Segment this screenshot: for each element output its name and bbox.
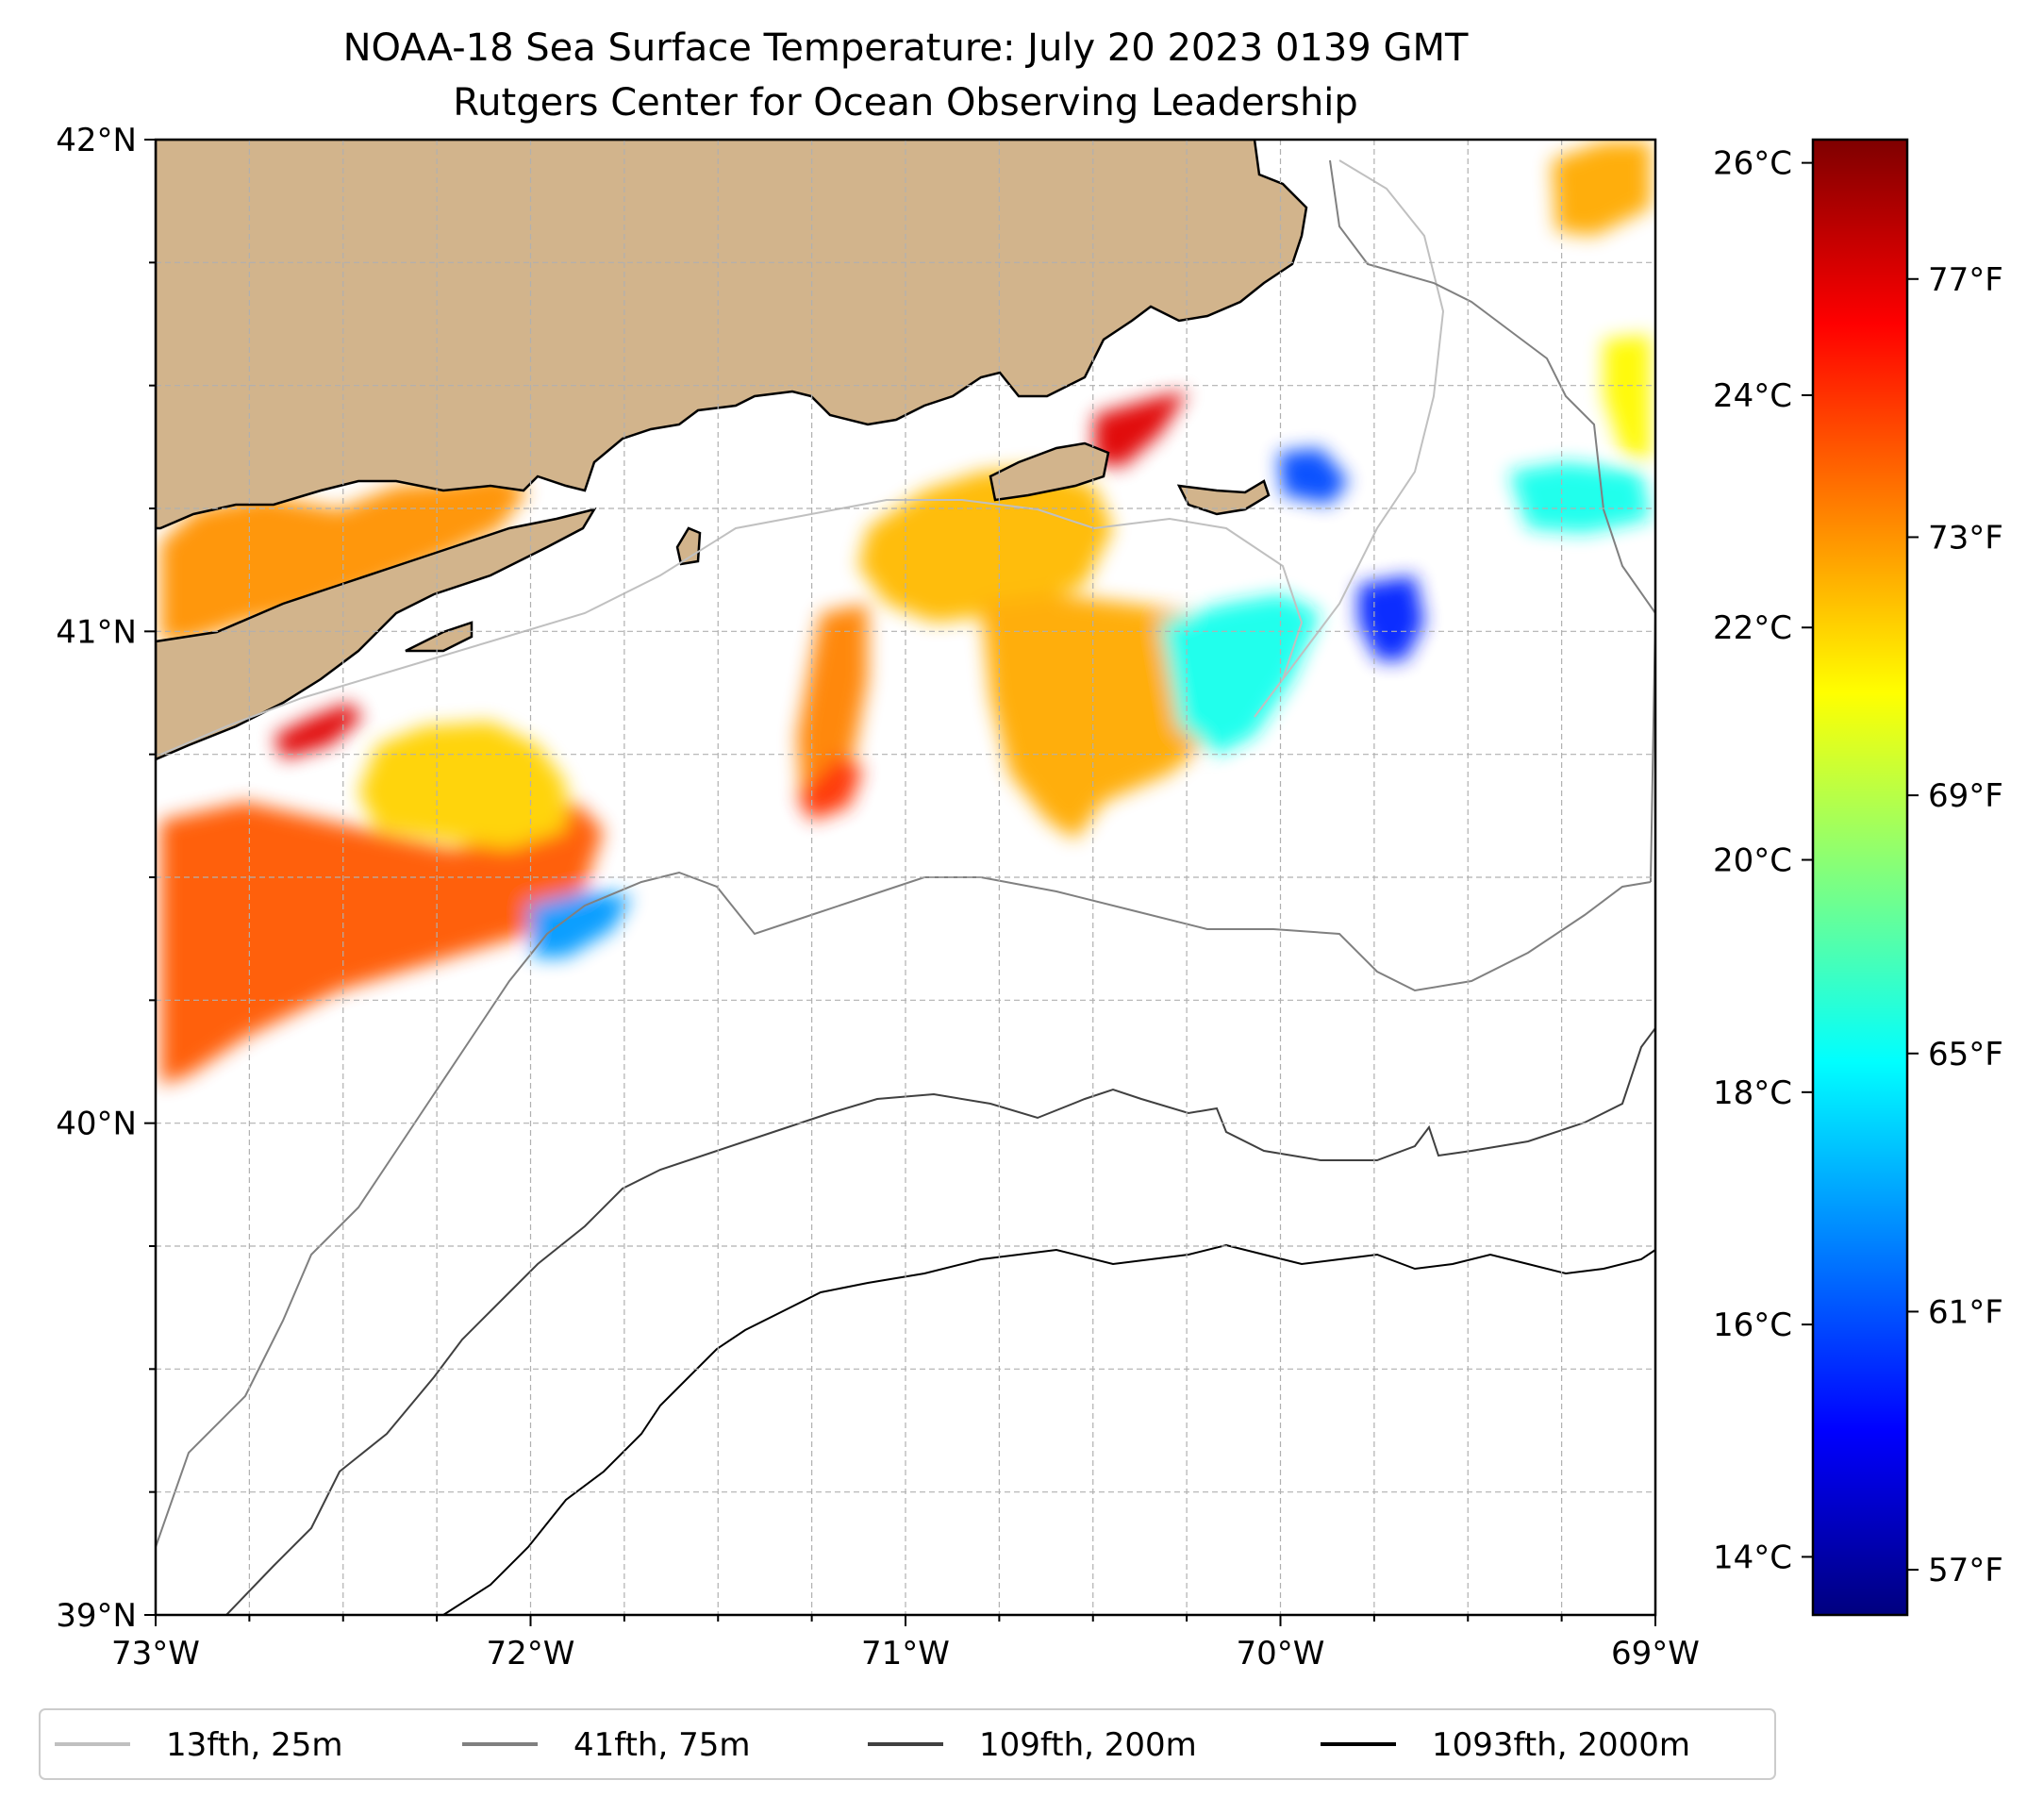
legend-label: 41fth, 75m — [573, 1726, 751, 1764]
title-line-2: Rutgers Center for Ocean Observing Leade… — [453, 81, 1358, 125]
land-new-england — [156, 140, 1308, 530]
fahrenheit-tick-label: 61°F — [1928, 1293, 2003, 1331]
title-line-1: NOAA-18 Sea Surface Temperature: July 20… — [343, 26, 1469, 70]
isobath-200m — [225, 1027, 1655, 1615]
celsius-tick-label: 22°C — [1713, 609, 1792, 647]
x-axis: 73°W 72°W 71°W 70°W 69°W — [111, 1615, 1700, 1672]
celsius-tick-label: 16°C — [1713, 1306, 1792, 1344]
sst-patch-east-edge — [1604, 335, 1651, 462]
fahrenheit-tick-label: 57°F — [1928, 1552, 2003, 1589]
sst-patch-block-island-area — [858, 467, 1113, 623]
sst-patch-vineyard-sound-warm — [1094, 391, 1188, 467]
sst-patch-offshore-southwest — [160, 802, 604, 1085]
celsius-tick-label: 18°C — [1713, 1074, 1792, 1112]
legend-label: 109fth, 200m — [979, 1726, 1197, 1764]
land-layer — [156, 140, 1308, 761]
y-tick-label: 42°N — [56, 122, 137, 159]
x-tick-label: 72°W — [487, 1635, 575, 1672]
colorbar: 14°C 16°C 18°C 20°C 22°C 24°C 26°C 57°F 61°F 65°… — [1713, 138, 2003, 1617]
colorbar-celsius-ticks: 14°C 16°C 18°C 20°C 22°C 24°C 26°C — [1713, 145, 1813, 1576]
celsius-tick-label: 14°C — [1713, 1539, 1792, 1576]
land-marthas-vineyard — [989, 441, 1110, 502]
x-tick-label: 71°W — [861, 1635, 950, 1672]
x-tick-label: 73°W — [111, 1635, 200, 1672]
celsius-tick-label: 24°C — [1713, 377, 1792, 415]
sst-patch-shelf-west — [358, 722, 566, 849]
isobath-75m — [156, 159, 1655, 1548]
legend-label: 13fth, 25m — [166, 1726, 343, 1764]
fahrenheit-tick-label: 65°F — [1928, 1036, 2003, 1073]
sst-patch-nantucket-cold-core — [1358, 575, 1424, 660]
isobaths — [156, 159, 1655, 1615]
colorbar-fahrenheit-ticks: 57°F 61°F 65°F 69°F 73°F 77°F — [1907, 261, 2003, 1589]
land-nantucket — [1176, 479, 1271, 516]
fahrenheit-tick-label: 77°F — [1928, 261, 2003, 299]
celsius-tick-label: 20°C — [1713, 842, 1792, 880]
sst-patch-shelf-west-cool-edge — [528, 891, 632, 957]
legend-label: 1093fth, 2000m — [1432, 1726, 1690, 1764]
map-panel — [156, 140, 1655, 1615]
land-long-island — [156, 507, 597, 761]
sst-patch-outer-spot — [797, 755, 863, 821]
y-axis: 42°N 41°N 40°N 39°N — [56, 122, 156, 1635]
gridlines — [156, 140, 1655, 1615]
x-tick-label: 70°W — [1237, 1635, 1325, 1672]
isobath-25m — [159, 159, 1445, 756]
y-tick-label: 41°N — [56, 613, 137, 651]
sst-patch-georges-west — [1509, 462, 1651, 533]
fahrenheit-tick-label: 73°F — [1928, 519, 2003, 557]
sst-patch-long-island-sound — [160, 472, 528, 641]
celsius-tick-label: 26°C — [1713, 145, 1792, 183]
y-tick-label: 40°N — [56, 1106, 137, 1143]
isobath-2000m — [442, 1243, 1655, 1615]
y-tick-label: 39°N — [56, 1597, 137, 1635]
legend: 13fth, 25m 41fth, 75m 109fth, 200m 1093fth,… — [39, 1708, 1776, 1780]
sst-patch-south-shore-hotspot — [274, 703, 363, 759]
fahrenheit-tick-label: 69°F — [1928, 777, 2003, 815]
sst-patch-shelf-center-south — [797, 604, 868, 802]
sst-layer — [160, 141, 1651, 1085]
sst-patch-gulf-of-maine-ne — [1552, 141, 1651, 236]
colorbar-gradient — [1811, 138, 1909, 1617]
sst-patch-nantucket-east — [1278, 448, 1349, 505]
x-tick-label: 69°W — [1611, 1635, 1700, 1672]
